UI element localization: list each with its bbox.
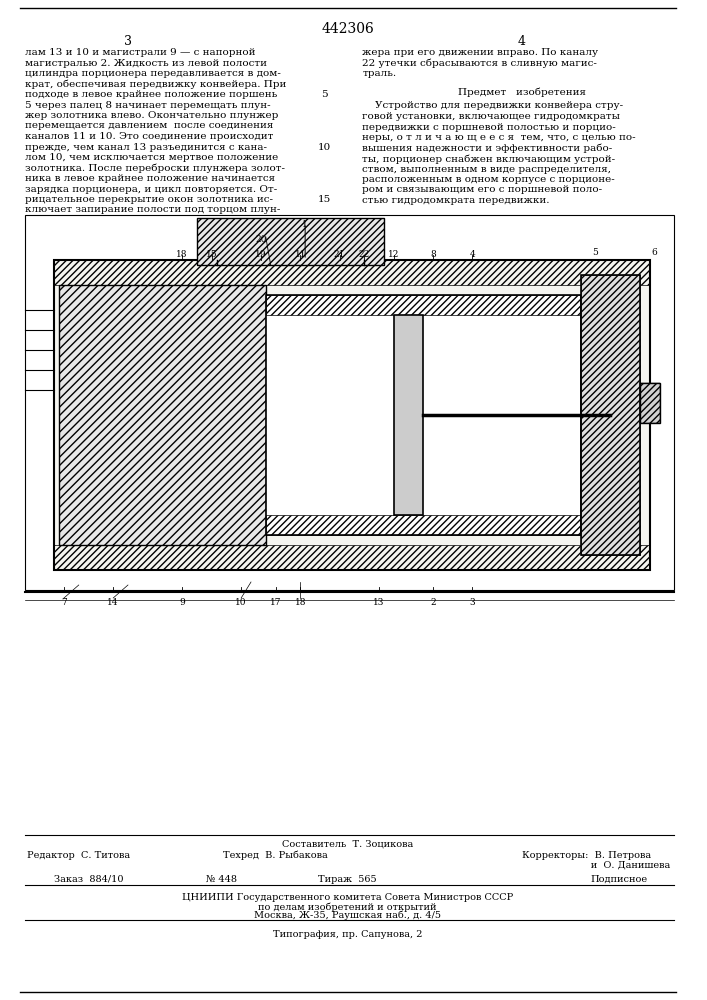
Text: по делам изобретений и открытий: по делам изобретений и открытий	[258, 902, 437, 912]
Text: лом 10, чем исключается мертвое положение: лом 10, чем исключается мертвое положени…	[25, 153, 278, 162]
Text: 4: 4	[518, 35, 526, 48]
Text: прежде, чем канал 13 разъединится с кана-: прежде, чем канал 13 разъединится с кана…	[25, 142, 267, 151]
Text: ника в левое крайнее положение начинается: ника в левое крайнее положение начинаетс…	[25, 174, 275, 183]
Text: крат, обеспечивая передвижку конвейера. При: крат, обеспечивая передвижку конвейера. …	[25, 80, 286, 89]
Text: 10: 10	[235, 598, 247, 607]
Bar	[640, 382, 660, 422]
Text: стью гидродомкрата передвижки.: стью гидродомкрата передвижки.	[362, 196, 550, 205]
Text: 3: 3	[124, 35, 132, 48]
Text: магистралью 2. Жидкость из левой полости: магистралью 2. Жидкость из левой полости	[25, 58, 267, 68]
Text: передвижки с поршневой полостью и порцио-: передвижки с поршневой полостью и порцио…	[362, 122, 616, 131]
Text: ством, выполненным в виде распределителя,: ством, выполненным в виде распределителя…	[362, 164, 612, 174]
Text: 18: 18	[295, 598, 306, 607]
Text: жера при его движении вправо. По каналу: жера при его движении вправо. По каналу	[362, 48, 598, 57]
Text: Предмет   изобретения: Предмет изобретения	[457, 88, 585, 97]
Text: перемещается давлением  после соединения: перемещается давлением после соединения	[25, 121, 273, 130]
Text: 22 утечки сбрасываются в сливную магис-: 22 утечки сбрасываются в сливную магис-	[362, 58, 597, 68]
Text: 4: 4	[469, 250, 475, 259]
Text: 18: 18	[176, 250, 188, 259]
Bar	[54, 260, 650, 285]
Text: № 448: № 448	[206, 875, 237, 884]
Text: 10: 10	[318, 142, 332, 151]
Text: Москва, Ж-35, Раушская наб., д. 4/5: Москва, Ж-35, Раушская наб., д. 4/5	[254, 911, 441, 920]
Text: каналов 11 и 10. Это соединение происходит: каналов 11 и 10. Это соединение происход…	[25, 132, 273, 141]
Text: 2: 2	[431, 598, 436, 607]
Text: 22: 22	[358, 250, 370, 259]
Bar	[59, 285, 266, 545]
Text: говой установки, включающее гидродомкраты: говой установки, включающее гидродомкрат…	[362, 112, 620, 121]
Text: цилиндра порционера передавливается в дом-: цилиндра порционера передавливается в до…	[25, 69, 281, 78]
Text: 442306: 442306	[321, 22, 374, 36]
Text: 7: 7	[61, 598, 67, 607]
Text: и  О. Данишева: и О. Данишева	[522, 861, 670, 870]
Text: Заказ  884/10: Заказ 884/10	[54, 875, 124, 884]
Text: Подписное: Подписное	[590, 875, 648, 884]
Text: траль.: траль.	[362, 69, 397, 78]
Text: 6: 6	[652, 248, 658, 257]
Bar	[25, 215, 674, 590]
Text: 3: 3	[469, 598, 475, 607]
Text: 8: 8	[431, 250, 436, 259]
Text: рицательное перекрытие окон золотника ис-: рицательное перекрытие окон золотника ис…	[25, 195, 273, 204]
Text: 9: 9	[180, 598, 185, 607]
Bar	[580, 275, 640, 555]
Text: 13: 13	[373, 598, 385, 607]
Text: лам 13 и 10 и магистрали 9 — с напорной: лам 13 и 10 и магистрали 9 — с напорной	[25, 48, 255, 57]
Text: ключает запирание полости под торцом плун-: ключает запирание полости под торцом плу…	[25, 206, 280, 215]
Bar	[266, 295, 580, 315]
Bar	[580, 275, 640, 555]
Text: жер золотника влево. Окончательно плунжер: жер золотника влево. Окончательно плунже…	[25, 111, 278, 120]
Text: подходе в левое крайнее положение поршень: подходе в левое крайнее положение поршен…	[25, 90, 277, 99]
Text: золотника. После переброски плунжера золот-: золотника. После переброски плунжера зол…	[25, 163, 285, 173]
Text: 1: 1	[303, 220, 308, 229]
Text: вышения надежности и эффективности рабо-: вышения надежности и эффективности рабо-	[362, 143, 612, 153]
Text: 12: 12	[388, 250, 399, 259]
Bar	[266, 515, 580, 535]
Bar	[54, 545, 650, 570]
Bar	[197, 218, 384, 265]
Text: 5: 5	[322, 90, 328, 99]
Text: ром и связывающим его с поршневой поло-: ром и связывающим его с поршневой поло-	[362, 186, 602, 194]
Bar	[54, 260, 650, 570]
Text: Устройство для передвижки конвейера стру-: Устройство для передвижки конвейера стру…	[362, 102, 624, 110]
Text: зарядка порционера, и цикл повторяется. От-: зарядка порционера, и цикл повторяется. …	[25, 184, 277, 194]
Text: 15: 15	[318, 195, 332, 204]
Text: Составитель  Т. Зоцикова: Составитель Т. Зоцикова	[282, 840, 413, 849]
Text: Тираж  565: Тираж 565	[318, 875, 377, 884]
Text: Типография, пр. Сапунова, 2: Типография, пр. Сапунова, 2	[273, 930, 422, 939]
Bar	[394, 315, 423, 515]
Bar	[59, 285, 266, 545]
Text: 21: 21	[334, 250, 345, 259]
Text: Техред  В. Рыбакова: Техред В. Рыбакова	[223, 851, 328, 860]
Text: 11: 11	[295, 250, 306, 259]
Text: 20: 20	[256, 235, 267, 244]
Text: 5: 5	[592, 248, 598, 257]
Text: 17: 17	[270, 598, 281, 607]
Text: 5 через палец 8 начинает перемещать плун-: 5 через палец 8 начинает перемещать плун…	[25, 101, 270, 109]
Bar	[640, 382, 660, 422]
Text: ты, порционер снабжен включающим устрой-: ты, порционер снабжен включающим устрой-	[362, 154, 615, 163]
Text: ЦНИИПИ Государственного комитета Совета Министров СССР: ЦНИИПИ Государственного комитета Совета …	[182, 893, 513, 902]
Text: 19: 19	[255, 250, 267, 259]
Text: 14: 14	[107, 598, 119, 607]
Text: Корректоры:  В. Петрова: Корректоры: В. Петрова	[522, 851, 651, 860]
Text: 15: 15	[206, 250, 218, 259]
Text: расположенным в одном корпусе с порционе-: расположенным в одном корпусе с порционе…	[362, 175, 615, 184]
Text: неры, о т л и ч а ю щ е е с я  тем, что, с целью по-: неры, о т л и ч а ю щ е е с я тем, что, …	[362, 133, 636, 142]
Text: Редактор  С. Титова: Редактор С. Титова	[27, 851, 130, 860]
Bar	[197, 218, 384, 265]
Bar	[266, 295, 580, 535]
